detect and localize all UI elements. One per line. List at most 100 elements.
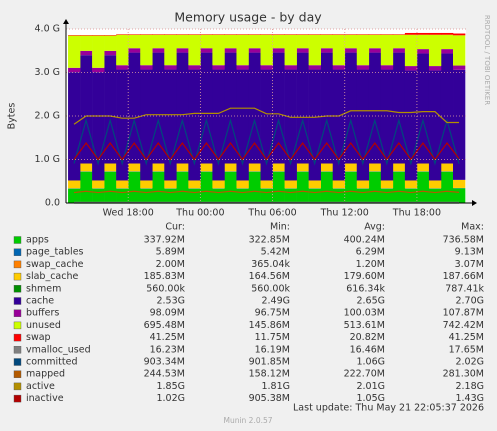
area-segment [140,65,153,70]
area-segment [212,34,225,35]
legend-name: swap [26,332,51,343]
legend-min: 2.49G [261,296,290,307]
legend-avg: 2.65G [356,296,385,307]
legend-cur: 98.09M [150,308,185,319]
area-segment [152,34,165,49]
chart-title: Memory usage - by day [174,10,322,25]
area-segment [416,34,430,50]
area-segment [320,34,334,49]
area-segment [236,180,249,189]
legend-min: 365.04k [251,259,290,270]
legend-max: 17.65M [449,344,484,355]
legend-name: slab_cache [26,271,78,282]
area-segment [404,34,418,67]
area-segment [284,188,297,203]
legend-max: 3.07M [455,259,484,270]
area-segment [152,48,165,53]
area-segment [260,34,273,66]
y-tick-label: 0.0 [45,198,60,209]
legend-avg: 16.46M [350,344,385,355]
legend-name: committed [26,357,78,368]
area-segment [453,33,466,36]
legend-max: 742.42M [443,320,484,331]
y-tick-label: 2.0 G [35,111,61,122]
area-segment [176,171,189,203]
area-segment [392,34,406,35]
legend-swatch [13,382,22,391]
legend-avg: 222.70M [344,369,385,380]
legend-avg: 179.60M [344,271,385,282]
x-axis-arrow [472,200,477,206]
area-segment [344,34,358,35]
legend-max: 787.41k [445,283,484,294]
area-segment [188,65,201,70]
legend-avg: 513.61M [344,320,385,331]
area-segment [248,163,261,172]
area-segment [200,34,213,49]
legend-name: page_tables [26,247,84,258]
area-segment [356,188,370,203]
area-segment [344,171,358,203]
area-segment [104,35,117,51]
area-segment [296,34,309,49]
area-segment [416,171,430,203]
legend-name: apps [26,235,49,246]
legend-avg: 6.29M [356,247,385,258]
area-segment [92,67,105,73]
legend-min: 322.85M [249,235,290,246]
legend-max: 41.25M [449,332,484,343]
legend-cur: 1.02G [156,393,185,404]
area-segment [248,48,261,53]
legend-min: 901.85M [249,357,290,368]
area-segment [224,171,237,203]
area-segment [212,180,225,189]
area-segment [272,171,285,203]
area-segment [260,188,273,203]
area-segment [200,163,213,172]
area-segment [332,65,346,70]
area-segment [128,48,141,53]
series-line [73,141,460,161]
area-segment [260,34,273,35]
area-segment [140,34,153,35]
legend-min: 96.75M [255,308,290,319]
legend-max: 9.13M [455,247,484,258]
area-segment [80,55,93,164]
legend-swatch [13,309,22,317]
legend-avg: 20.82M [350,332,385,343]
area-segment [344,163,358,172]
area-segment [176,34,189,49]
legend: Cur: Min: Avg: Max: apps 337.92M 322.85M 400.24… [13,222,484,404]
area-segment [332,34,346,66]
legend-min: 11.75M [255,332,290,343]
area-segment [104,55,117,164]
legend-swatch [13,370,22,378]
area-segment [140,34,153,66]
area-segment [68,67,81,73]
x-tick-label: Thu 12:00 [320,208,369,219]
area-segment [320,163,334,172]
area-segment [176,34,189,35]
legend-min: 560.00k [251,283,290,294]
legend-name: unused [26,320,61,331]
area-segment [320,48,334,53]
area-segment [200,34,213,35]
area-segment [272,34,285,49]
area-segment [68,188,81,203]
area-segment [320,171,334,203]
area-segment [296,52,309,164]
legend-avg: 1.05G [356,393,385,404]
area-segment [236,65,249,70]
area-segment [68,72,81,181]
y-axis-label: Bytes [7,103,18,130]
area-segment [200,48,213,53]
legend-avg: 1.06G [356,357,385,368]
area-segment [212,65,225,70]
y-tick-label: 1.0 G [35,154,61,165]
last-update: Last update: Thu May 21 22:05:37 2026 [293,403,484,414]
area-segment [392,163,406,172]
area-segment [284,34,297,66]
area-segment [453,179,466,188]
x-tick-label: Thu 00:00 [175,208,224,219]
legend-cur: 244.53M [144,369,185,380]
